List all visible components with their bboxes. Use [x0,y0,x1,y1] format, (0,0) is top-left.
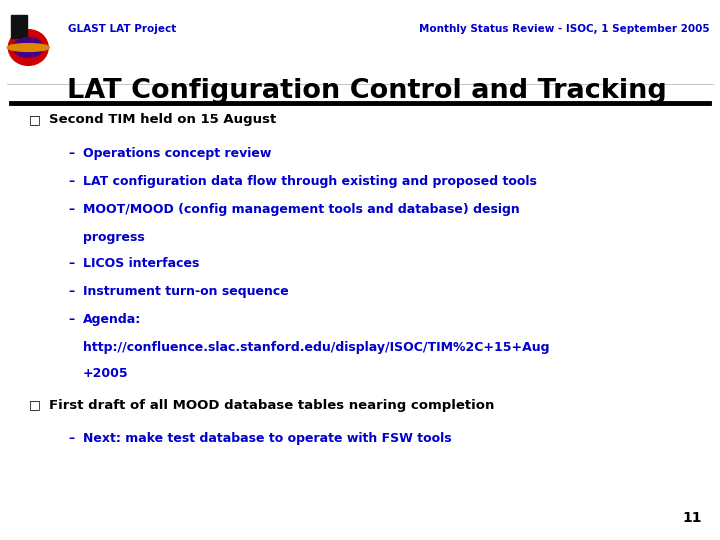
Text: +2005: +2005 [83,367,128,380]
Text: □: □ [29,399,40,411]
Text: First draft of all MOOD database tables nearing completion: First draft of all MOOD database tables … [49,399,495,411]
Text: 11: 11 [683,511,702,525]
Text: http://confluence.slac.stanford.edu/display/ISOC/TIM%2C+15+Aug: http://confluence.slac.stanford.edu/disp… [83,341,549,354]
Text: LAT Configuration Control and Tracking: LAT Configuration Control and Tracking [68,78,667,104]
Text: LICOS interfaces: LICOS interfaces [83,257,199,270]
Text: Monthly Status Review - ISOC, 1 September 2005: Monthly Status Review - ISOC, 1 Septembe… [418,24,709,35]
Text: MOOT/MOOD (config management tools and database) design: MOOT/MOOD (config management tools and d… [83,203,520,216]
Ellipse shape [13,38,43,57]
Text: Operations concept review: Operations concept review [83,147,271,160]
Text: LAT configuration data flow through existing and proposed tools: LAT configuration data flow through exis… [83,175,536,188]
Text: –: – [68,147,75,160]
Bar [11,15,27,38]
Text: –: – [68,175,75,188]
Text: –: – [68,432,75,445]
Text: Instrument turn-on sequence: Instrument turn-on sequence [83,285,289,298]
Text: Next: make test database to operate with FSW tools: Next: make test database to operate with… [83,432,451,445]
Text: □: □ [29,113,40,126]
Text: –: – [68,203,75,216]
Text: –: – [68,285,75,298]
Text: GLAST LAT Project: GLAST LAT Project [68,24,176,35]
Text: –: – [68,313,75,326]
Text: Second TIM held on 15 August: Second TIM held on 15 August [49,113,276,126]
Ellipse shape [9,30,48,65]
Text: Agenda:: Agenda: [83,313,141,326]
Ellipse shape [7,44,50,51]
Text: –: – [68,257,75,270]
Text: progress: progress [83,231,145,244]
